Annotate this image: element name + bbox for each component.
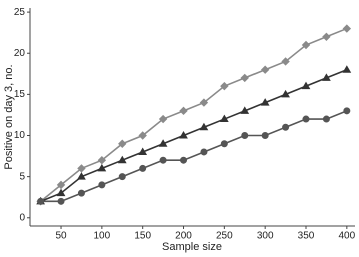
- point: [261, 132, 269, 140]
- y-tick-label: 5: [19, 171, 25, 182]
- point: [158, 139, 168, 147]
- point: [281, 89, 290, 98]
- point: [77, 189, 85, 197]
- point: [219, 114, 229, 123]
- x-tick-label: 400: [338, 231, 355, 242]
- point: [260, 65, 270, 74]
- y-tick-label: 15: [14, 89, 26, 100]
- point: [322, 115, 330, 123]
- x-tick-label: 100: [94, 231, 111, 242]
- point: [322, 73, 331, 81]
- x-tick-label: 50: [55, 231, 67, 242]
- point: [179, 106, 188, 116]
- point: [199, 98, 209, 107]
- x-tick-label: 200: [175, 231, 192, 242]
- y-axis-label: Positive on day 3, no.: [3, 64, 15, 169]
- point: [97, 155, 107, 165]
- point: [220, 140, 228, 148]
- point: [139, 164, 147, 172]
- point: [301, 40, 311, 50]
- point: [158, 114, 168, 124]
- point: [342, 65, 352, 73]
- point: [56, 188, 66, 197]
- point: [138, 131, 147, 140]
- x-tick-label: 250: [216, 231, 233, 242]
- point: [118, 173, 126, 181]
- point: [199, 122, 209, 131]
- point: [281, 57, 290, 66]
- point: [179, 131, 188, 139]
- point: [57, 197, 65, 205]
- point: [220, 81, 229, 91]
- y-tick-label: 25: [14, 7, 26, 18]
- point: [200, 148, 208, 156]
- point: [97, 163, 107, 172]
- point: [138, 147, 148, 155]
- point: [302, 115, 310, 123]
- point: [77, 164, 86, 173]
- series-line: [40, 110, 348, 203]
- point: [343, 107, 351, 115]
- point: [322, 32, 331, 41]
- point: [240, 106, 250, 114]
- point: [159, 156, 167, 164]
- x-axis-label: Sample size: [162, 241, 222, 253]
- point: [77, 172, 86, 180]
- point: [240, 73, 249, 83]
- point: [260, 98, 270, 106]
- point: [118, 139, 127, 148]
- point: [56, 180, 66, 190]
- point: [98, 181, 106, 189]
- point: [117, 155, 127, 164]
- point: [241, 132, 249, 140]
- y-tick-label: 20: [14, 48, 26, 59]
- x-tick-label: 350: [298, 231, 315, 242]
- y-tick-label: 10: [14, 130, 26, 141]
- point: [37, 197, 45, 205]
- y-tick-label: 0: [19, 212, 25, 223]
- point: [342, 24, 352, 33]
- point: [282, 123, 290, 131]
- series-line: [40, 68, 348, 203]
- x-tick-label: 300: [257, 231, 274, 242]
- point: [301, 81, 311, 90]
- point: [180, 156, 188, 164]
- series-line: [40, 27, 348, 202]
- x-tick-label: 150: [134, 231, 151, 242]
